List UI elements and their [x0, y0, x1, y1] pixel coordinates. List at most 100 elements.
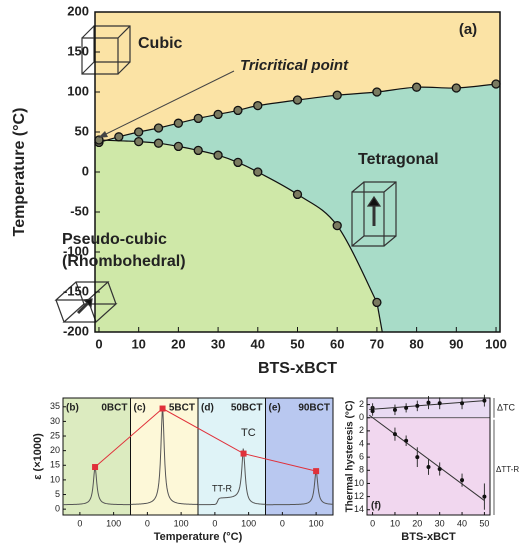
- x-tick-label: 10: [390, 518, 400, 528]
- series-label: ΔTT-R: [496, 465, 519, 474]
- data-point: [404, 405, 409, 410]
- peak-line: [94, 407, 317, 472]
- data-point: [372, 297, 382, 308]
- x-tick-label: 100: [485, 336, 507, 351]
- rhombohedral-icon: [54, 281, 118, 323]
- y-tick-label: -100: [63, 243, 89, 258]
- panel-background: [265, 397, 334, 516]
- y-tick-label: 8: [359, 465, 364, 475]
- x-tick-label: 50: [290, 336, 304, 351]
- y-tick-label: 20: [50, 445, 60, 455]
- data-point: [134, 136, 144, 147]
- data-point: [370, 409, 375, 414]
- series-label: ΔTC: [497, 402, 516, 412]
- x-tick-label: 60: [330, 336, 344, 351]
- peak-marker: [240, 450, 247, 457]
- peak-marker: [313, 468, 320, 475]
- x-tick-label: 80: [409, 336, 423, 351]
- panel-name: 90BCT: [298, 403, 330, 414]
- x-tick-label: 40: [457, 518, 467, 528]
- plot-frame: [366, 397, 491, 516]
- x-tick-label: 0: [370, 518, 375, 528]
- data-point: [292, 189, 303, 200]
- data-point: [253, 167, 263, 177]
- x-axis-label: BTS-xBCT: [401, 531, 456, 543]
- fit-line: [369, 400, 485, 411]
- x-tick-label: 0: [145, 518, 150, 528]
- y-tick-label: 30: [50, 416, 60, 426]
- data-point: [482, 494, 487, 499]
- x-tick-label: 70: [370, 336, 384, 351]
- y-tick-label: 5: [55, 489, 60, 499]
- x-tick-label: 90: [449, 336, 463, 351]
- panel-letter: (d): [201, 403, 214, 414]
- data-point: [460, 478, 465, 483]
- x-tick-label: 40: [251, 336, 265, 351]
- dielectric-curve: [130, 410, 199, 505]
- data-point: [173, 118, 184, 128]
- data-point: [415, 455, 420, 460]
- data-point: [404, 438, 409, 443]
- data-point: [153, 138, 164, 148]
- x-axis-label: Temperature (°C): [154, 531, 243, 543]
- data-point: [134, 127, 144, 137]
- y-tick-label: 15: [50, 460, 60, 470]
- y-axis-label: ε (×1000): [32, 433, 44, 480]
- data-point: [332, 90, 342, 100]
- panel-letter: (e): [269, 403, 281, 414]
- x-tick-label: 10: [131, 336, 145, 351]
- data-point: [153, 123, 164, 133]
- y-tick-label: 10: [50, 474, 60, 484]
- y-tick-label: 14: [354, 504, 364, 514]
- cube-icon: [81, 25, 131, 75]
- annotation-arrow: [103, 70, 235, 136]
- panel-name: 0BCT: [101, 403, 127, 414]
- data-point: [233, 105, 243, 116]
- x-tick-label: 20: [171, 336, 185, 351]
- data-point: [193, 113, 203, 124]
- y-tick-label: -50: [70, 203, 89, 218]
- panel-label: (a): [459, 21, 477, 38]
- x-tick-label: 0: [212, 518, 217, 528]
- region-label: Pseudo-cubic: [62, 231, 167, 248]
- region-label: Tetragonal: [358, 151, 439, 168]
- dielectric-curve: [265, 471, 334, 506]
- data-point: [233, 157, 243, 168]
- data-point: [460, 401, 465, 406]
- region-label: (Rhombohedral): [62, 253, 186, 270]
- data-point: [426, 400, 431, 405]
- tetragonal-icon: [351, 181, 397, 247]
- y-tick-label: 2: [359, 425, 364, 435]
- region-label: Cubic: [138, 35, 183, 52]
- fit-line: [368, 414, 485, 501]
- x-tick-label: 0: [95, 336, 102, 351]
- x-tick-label: 0: [280, 518, 285, 528]
- y-tick-label: -200: [63, 323, 89, 338]
- dielectric-curve: [62, 467, 131, 506]
- y-tick-label: 0: [82, 163, 89, 178]
- y-tick-label: 12: [354, 491, 364, 501]
- data-point: [392, 432, 397, 437]
- peak-marker: [92, 464, 99, 471]
- y-tick-label: 35: [50, 401, 60, 411]
- data-point: [482, 398, 487, 403]
- x-tick-label: 30: [211, 336, 225, 351]
- data-point: [415, 403, 420, 408]
- y-tick-label: 200: [67, 3, 89, 18]
- x-tick-label: 50: [479, 518, 489, 528]
- rhombohedral-region: [95, 140, 383, 332]
- y-tick-label: 6: [359, 452, 364, 462]
- y-tick-label: 0: [55, 504, 60, 514]
- panel-label: (f): [371, 501, 381, 512]
- y-axis-label: Temperature (°C): [11, 108, 28, 237]
- panel-name: 5BCT: [169, 403, 195, 414]
- data-point: [491, 79, 501, 89]
- y-tick-label: 0: [359, 412, 364, 422]
- data-point: [332, 220, 342, 231]
- data-point: [426, 465, 431, 470]
- data-point: [372, 87, 382, 97]
- panel-name: 50BCT: [231, 403, 263, 414]
- data-point: [392, 407, 397, 412]
- annotation: Tricritical point: [240, 57, 349, 74]
